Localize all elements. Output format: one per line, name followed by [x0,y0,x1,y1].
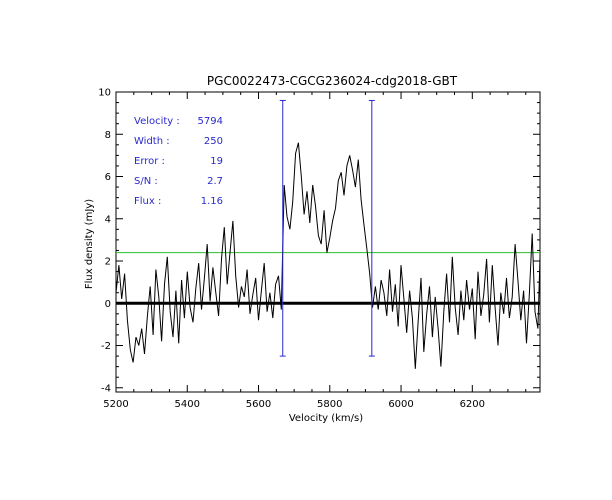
chart-title: PGC0022473-CGCG236024-cdg2018-GBT [207,74,458,88]
y-tick-label: 10 [98,88,111,99]
info-label: Velocity : [134,116,180,127]
info-label: Flux : [134,196,161,207]
plot-area: 5200 5400 5600 5800 6000 6200 -4 -2 0 2 4 6 8 10 Veloc… [98,88,541,410]
y-tick-label: 4 [105,214,111,225]
x-axis-label: Velocity (km/s) [289,413,363,424]
info-label: Error : [134,156,165,167]
info-value: 19 [210,156,223,167]
x-tick-label: 5600 [246,399,271,410]
info-label: Width : [134,136,170,147]
y-tick-label: 8 [105,130,111,141]
x-tick-label: 5800 [317,399,342,410]
y-tick-label: 0 [105,299,111,310]
info-value: 5794 [198,116,223,127]
y-axis-label: Flux density (mJy) [84,199,95,289]
y-tick-label: 2 [105,257,111,268]
y-tick-label: -2 [101,341,111,352]
x-tick-label: 5400 [175,399,200,410]
spectrum-line [115,142,541,369]
plot-frame [115,91,541,393]
info-value: 2.7 [207,176,223,187]
y-tick-label: -4 [101,383,111,394]
info-label: S/N : [134,176,158,187]
y-tick-label: 6 [105,172,111,183]
x-tick-label: 6000 [388,399,413,410]
info-value: 250 [204,136,223,147]
info-value: 1.16 [201,196,223,207]
x-tick-label: 6200 [460,399,485,410]
x-tick-label: 5200 [103,399,128,410]
